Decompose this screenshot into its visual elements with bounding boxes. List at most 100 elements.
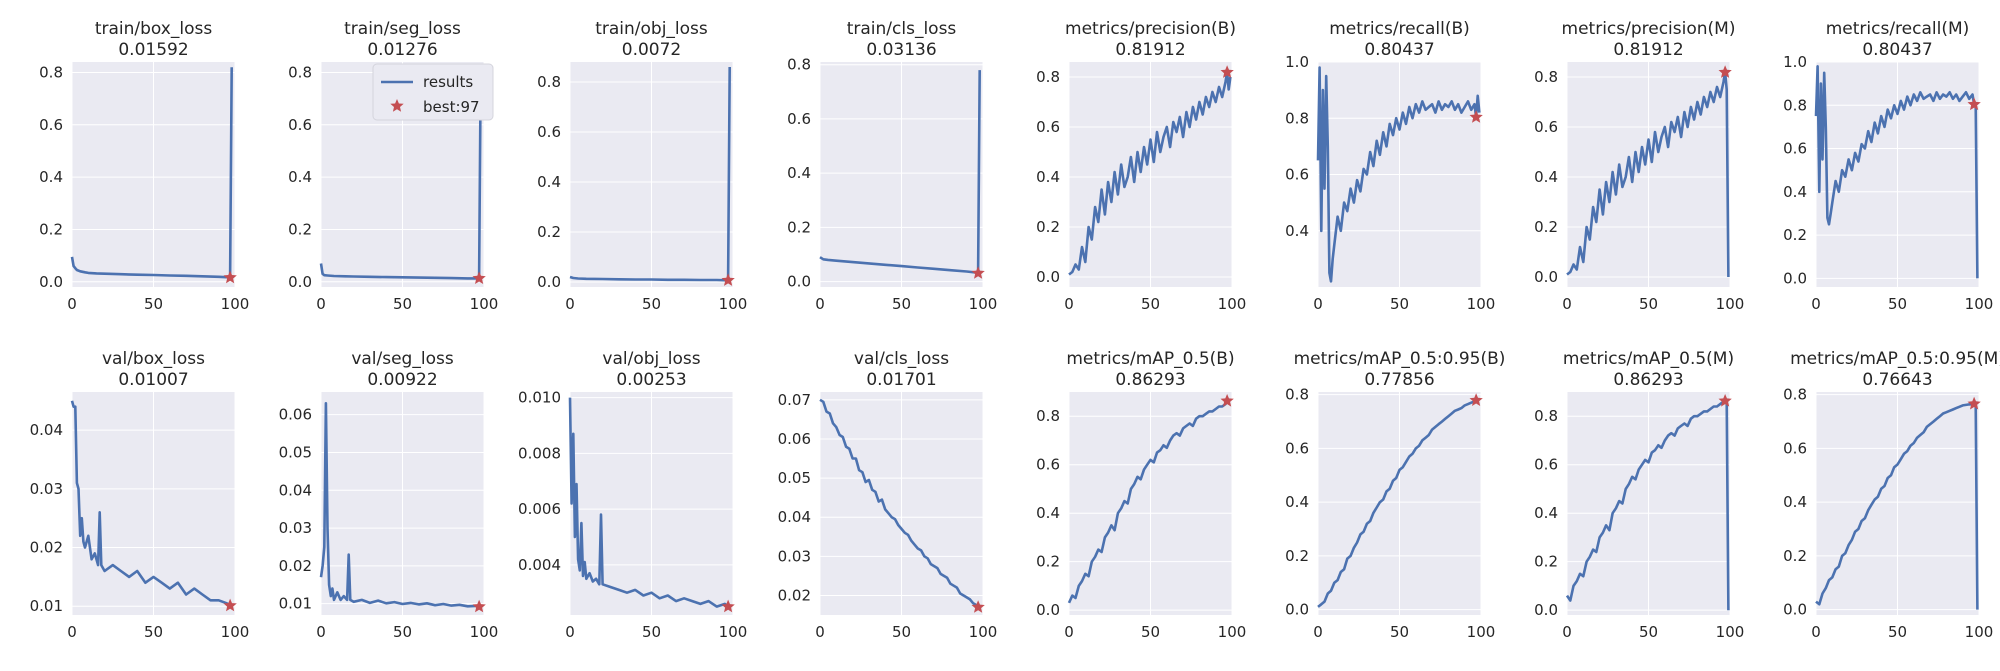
subplot-title: val/seg_loss [351,349,454,369]
x-tick-label: 100 [719,295,748,313]
y-tick-label: 0.8 [1534,407,1558,425]
series-line [1068,70,1232,276]
subplot-value: 0.81912 [1613,40,1683,60]
subplot-value: 0.00253 [616,370,686,390]
x-tick-label: 100 [1218,295,1247,313]
subplot-title: val/box_loss [102,349,205,369]
subplot-11: 0.02 0.03 0.04 0.05 0.06 0.07 0 50 100 val/cls_lo… [778,349,998,641]
subplot-value: 0.01276 [367,40,437,60]
y-tick-label: 0.8 [1036,407,1060,425]
y-tick-label: 0.6 [1783,439,1807,457]
y-tick-label: 0.2 [537,223,561,241]
subplot-value: 0.76643 [1862,370,1932,390]
series-line [1316,66,1481,283]
x-tick-label: 0 [1811,295,1821,313]
subplot-8: 0.01 0.02 0.03 0.04 0 50 100 val/box_loss0.0100… [30,349,250,641]
y-tick-label: 0.8 [1285,386,1309,404]
y-tick-label: 0.01 [30,597,63,615]
series-line [319,69,482,280]
subplot-title: metrics/recall(B) [1329,19,1470,39]
subplot-15: 0.0 0.2 0.4 0.6 0.8 0 50 100 metrics/mAP_0.5:0.9… [1783,349,2000,641]
best-marker [472,599,486,613]
best-marker [1469,393,1483,406]
subplot-1: 0.0 0.2 0.4 0.6 0.8 0 50 100 train/seg_loss0.012… [288,19,498,313]
subplot-14: 0.0 0.2 0.4 0.6 0.8 0 50 100 metrics/mAP_0.5(M)0… [1534,349,1744,641]
x-tick-label: 0 [1313,295,1323,313]
x-tick-label: 0 [815,623,825,641]
y-tick-label: 0.2 [787,218,811,236]
subplot-7: 0.0 0.2 0.4 0.6 0.8 1.0 0 50 100 metrics/recall(M… [1783,19,1993,313]
x-tick-label: 50 [1141,295,1160,313]
legend-label-best: best:97 [423,98,480,116]
x-tick-label: 100 [1467,295,1496,313]
subplot-12: 0.0 0.2 0.4 0.6 0.8 0 50 100 metrics/mAP_0.5(B)0… [1036,349,1246,641]
subplot-value: 0.01592 [118,40,188,60]
x-tick-label: 50 [892,295,911,313]
x-tick-label: 50 [1639,623,1658,641]
legend-box [372,63,494,121]
subplot-title: metrics/precision(M) [1562,19,1736,39]
x-tick-label: 50 [1390,295,1409,313]
y-tick-label: 0.2 [288,220,312,238]
y-tick-label: 0.4 [1285,222,1309,240]
y-tick-label: 0.6 [1036,456,1060,474]
y-tick-label: 0.6 [1036,118,1060,136]
y-tick-label: 0.8 [1534,68,1558,86]
subplot-value: 0.01701 [866,370,936,390]
y-tick-label: 0.04 [279,481,312,499]
x-tick-label: 50 [1888,295,1907,313]
subplot-value: 0.80437 [1862,40,1932,60]
best-marker [971,600,985,613]
y-tick-label: 0.8 [1036,68,1060,86]
best-marker [971,266,985,279]
series-line [568,397,730,608]
series-line [1814,65,1979,279]
x-tick-label: 100 [1716,295,1745,313]
y-tick-label: 0.4 [288,168,312,186]
x-tick-label: 0 [1064,295,1074,313]
y-tick-label: 0.4 [1783,493,1807,511]
x-tick-label: 0 [316,623,326,641]
x-tick-label: 0 [67,623,77,641]
y-tick-label: 0.0 [1285,601,1309,619]
y-tick-label: 0.03 [30,480,63,498]
y-tick-label: 0.4 [1285,493,1309,511]
best-marker [1718,65,1732,78]
series-line [1317,398,1479,608]
y-tick-label: 0.4 [1036,168,1060,186]
y-tick-label: 0.6 [1285,439,1309,457]
subplot-title: metrics/mAP_0.5(B) [1066,349,1234,369]
y-tick-label: 0.0 [1534,268,1558,286]
best-marker [1967,396,1981,410]
best-marker [1220,65,1234,78]
subplot-title: train/obj_loss [595,19,708,39]
y-tick-label: 0.8 [537,73,561,91]
x-tick-label: 0 [1811,623,1821,641]
subplot-value: 0.86293 [1613,370,1683,390]
y-tick-label: 0.4 [537,173,561,191]
subplot-2: 0.0 0.2 0.4 0.6 0.8 0 50 100 train/obj_loss0.007… [537,19,747,313]
y-tick-label: 0.04 [778,508,811,526]
x-tick-label: 0 [67,295,77,313]
y-tick-label: 0.6 [1534,118,1558,136]
x-tick-label: 0 [1562,295,1572,313]
y-tick-label: 0.4 [1534,504,1558,522]
y-tick-label: 0.02 [30,539,63,557]
y-tick-label: 0.02 [279,557,312,575]
x-tick-label: 50 [1390,623,1409,641]
x-tick-label: 50 [144,295,163,313]
y-tick-label: 0.4 [39,168,63,186]
subplot-13: 0.0 0.2 0.4 0.6 0.8 0 50 100 metrics/mAP_0.5:0.9… [1285,349,1505,641]
subplot-value: 0.80437 [1364,40,1434,60]
y-tick-label: 0.04 [30,421,63,439]
subplot-value: 0.86293 [1115,370,1185,390]
y-tick-label: 0.05 [778,469,811,487]
y-tick-label: 0.06 [279,406,312,424]
x-tick-label: 100 [1218,623,1247,641]
best-marker [1967,97,1981,111]
y-tick-label: 0.6 [787,110,811,128]
y-tick-label: 0.6 [537,123,561,141]
subplot-9: 0.01 0.02 0.03 0.04 0.05 0.06 0 50 100 val/seg_lo… [279,349,499,641]
